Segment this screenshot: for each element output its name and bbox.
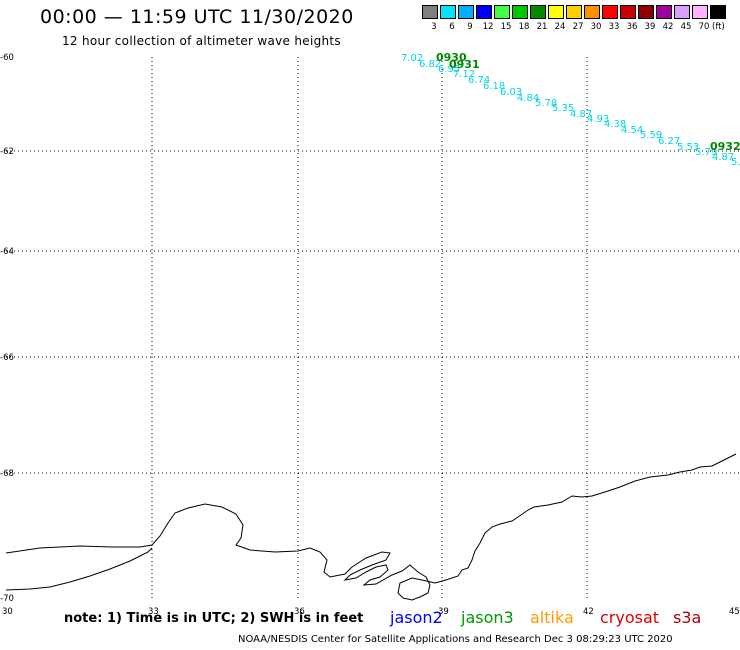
legend-swatch (692, 5, 708, 19)
legend-label: 15 (500, 22, 512, 32)
legend-label: 33 (608, 22, 620, 32)
legend-label: 45 (680, 22, 692, 32)
legend-label: 9 (467, 22, 473, 32)
legend-label: 6 (449, 22, 455, 32)
time-label: 0931 (449, 58, 480, 71)
legend-swatch (566, 5, 582, 19)
swh-value-label: 6.27 (658, 136, 680, 147)
legend-swatch (476, 5, 492, 19)
credit-line: NOAA/NESDIS Center for Satellite Applica… (238, 634, 673, 645)
swh-value-label: 4.87 (570, 109, 592, 120)
latitude-label: -66 (0, 353, 14, 363)
time-label: 0930 (436, 51, 467, 64)
legend-swatch (530, 5, 546, 19)
legend-swatch (494, 5, 510, 19)
legend-label: 3 (431, 22, 437, 32)
longitude-label: 36 (294, 607, 305, 617)
longitude-label: 42 (583, 607, 594, 617)
legend-swatch (422, 5, 438, 19)
antarctic-coastline (5, 453, 737, 601)
legend-label: 42 (662, 22, 674, 32)
swh-value-label: 5.53 (677, 142, 699, 153)
swh-value-label: 5.59 (640, 130, 662, 141)
legend-swatch (548, 5, 564, 19)
swh-value-label: 6.18 (483, 81, 505, 92)
legend-label: 12 (482, 22, 494, 32)
longitude-label: 39 (438, 607, 449, 617)
legend-swatch (584, 5, 600, 19)
legend-swatch (620, 5, 636, 19)
swh-value-label: 4.84 (517, 93, 539, 104)
swh-value-label: 5.35 (552, 103, 574, 114)
satellite-altika-label: altika (530, 608, 574, 627)
legend-label: 39 (644, 22, 656, 32)
satellite-jason2-label: jason2 (390, 608, 443, 627)
legend-swatch (458, 5, 474, 19)
legend-unit: (ft) (712, 22, 725, 32)
latitude-label: -68 (0, 469, 14, 479)
swh-value-label: 7.12 (453, 69, 475, 80)
swh-value-label: 5.79 (695, 147, 717, 158)
longitude-label: 33 (148, 607, 159, 617)
legend-label: 70 (698, 22, 710, 32)
latitude-label: -64 (0, 247, 14, 257)
latitude-label: -62 (0, 147, 14, 157)
legend-swatch (602, 5, 618, 19)
legend-swatch (512, 5, 528, 19)
satellite-cryosat-label: cryosat (600, 608, 660, 627)
satellite-s3a-label: s3a (673, 608, 702, 627)
swh-value-label: 4.87 (712, 152, 734, 163)
graticule-grid: 30 33 36 39 42 45 -60 -62 -64 -66 -68 -70 (0, 53, 740, 617)
swh-value-label: 5. (731, 157, 740, 168)
time-label: 0932 (710, 140, 740, 153)
legend-label: 36 (626, 22, 638, 32)
longitude-label: 30 (2, 607, 13, 617)
satellite-jason3-label: jason3 (461, 608, 514, 627)
swh-value-label: 6.74 (468, 75, 490, 86)
longitude-label: 45 (729, 607, 740, 617)
legend-label: 30 (590, 22, 602, 32)
legend-swatch (656, 5, 672, 19)
legend-swatch (674, 5, 690, 19)
swh-value-label: 6.03 (500, 87, 522, 98)
legend-label: 27 (572, 22, 584, 32)
swh-value-label: 4.54 (621, 125, 643, 136)
swh-value-label: 5.78 (535, 98, 557, 109)
swh-value-label: 7.02 (401, 53, 423, 64)
swh-value-label: 6.82 (419, 59, 441, 70)
legend-swatch (638, 5, 654, 19)
map-title: 00:00 — 11:59 UTC 11/30/2020 (40, 6, 354, 28)
legend-label: 18 (518, 22, 530, 32)
legend-swatch (440, 5, 456, 19)
legend-label: 21 (536, 22, 548, 32)
legend-swatch (710, 5, 726, 19)
legend-label: 24 (554, 22, 566, 32)
latitude-label: -60 (0, 53, 14, 63)
swh-value-label: 6.95 (438, 64, 460, 75)
latitude-label: -70 (0, 594, 14, 604)
jason3-satellite-track: 7.026.826.957.126.746.186.034.845.785.35… (401, 51, 740, 168)
swh-value-label: 4.38 (604, 119, 626, 130)
units-note: note: 1) Time is in UTC; 2) SWH is in fe… (64, 611, 364, 626)
swh-value-label: 4.93 (587, 114, 609, 125)
map-subtitle: 12 hour collection of altimeter wave hei… (62, 34, 341, 48)
